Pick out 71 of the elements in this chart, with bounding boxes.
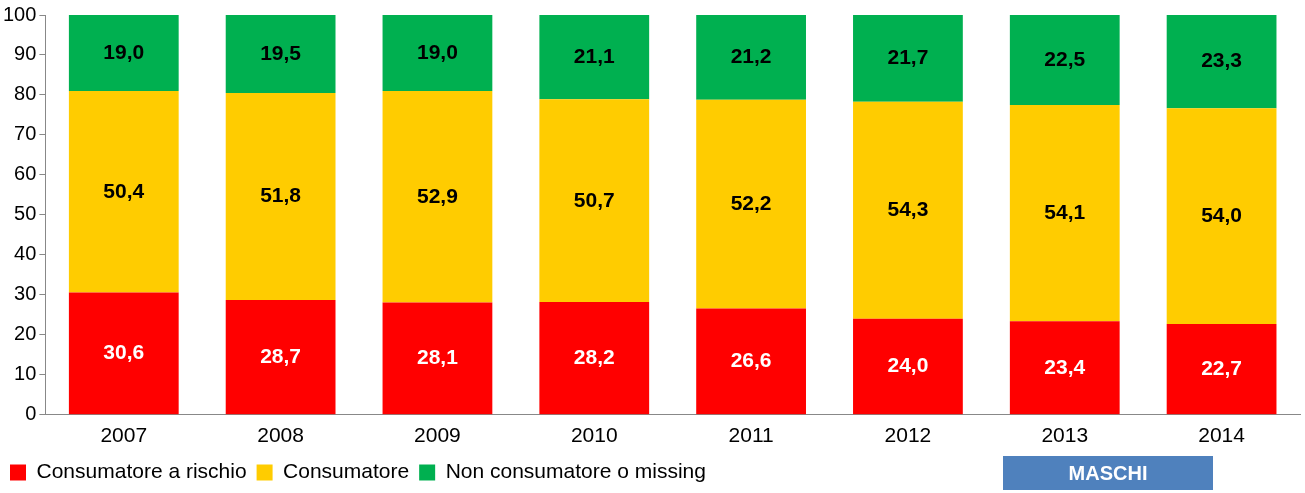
- legend-label: Non consumatore o missing: [445, 459, 706, 483]
- legend-label: Consumatore: [283, 459, 410, 483]
- bar: [382, 90, 493, 303]
- y-tick-label: 80: [14, 82, 37, 105]
- x-tick-label: 2009: [414, 423, 461, 447]
- x-tick-label: 2007: [100, 423, 148, 447]
- y-tick-label: 0: [25, 402, 37, 425]
- data-label: 23,4: [1044, 354, 1086, 378]
- bar: [1009, 104, 1120, 322]
- data-label: 50,7: [573, 187, 615, 211]
- x-tick-label: 2008: [257, 423, 304, 447]
- data-label: 54,3: [887, 197, 929, 221]
- text: MASCHI: [1003, 456, 1213, 490]
- y-tick-label: 40: [14, 242, 37, 265]
- bar: [68, 292, 179, 415]
- bar: [853, 101, 963, 319]
- x-tick-label: 2011: [728, 423, 774, 447]
- data-label: 19,0: [417, 39, 458, 63]
- bar: [539, 99, 650, 303]
- y-tick-label: 10: [14, 362, 37, 385]
- y-tick-label: 90: [14, 42, 37, 65]
- data-label: 22,5: [1044, 46, 1086, 70]
- bar: [1166, 324, 1277, 415]
- data-label: 22,7: [1201, 355, 1243, 379]
- bar: [1009, 15, 1120, 105]
- bar: [382, 15, 493, 91]
- x-tick-label: 2010: [570, 423, 618, 447]
- y-tick-label: 60: [14, 162, 37, 185]
- data-label: 21,1: [573, 43, 616, 67]
- x-tick-label: 2012: [884, 423, 932, 447]
- data-label: 51,8: [260, 183, 302, 207]
- data-label: 19,0: [103, 39, 145, 63]
- x-tick-label: 2013: [1041, 423, 1089, 447]
- y-tick-label: 50: [14, 202, 37, 225]
- bar: [853, 15, 963, 102]
- y-tick-label: 70: [14, 122, 37, 145]
- bar: [225, 92, 336, 301]
- bar: [68, 15, 179, 91]
- bar: [382, 302, 493, 415]
- data-label: 21,2: [730, 44, 772, 68]
- data-label: 52,9: [417, 183, 458, 207]
- legend-label: Consumatore a rischio: [36, 459, 247, 483]
- data-label: 30,6: [103, 340, 145, 364]
- data-label: 24,0: [887, 353, 929, 377]
- bar: [539, 302, 650, 415]
- data-label: 28,7: [260, 343, 302, 367]
- bar: [696, 308, 806, 415]
- bar: [225, 15, 336, 93]
- data-label: 26,6: [730, 348, 772, 372]
- data-label: 52,2: [730, 190, 772, 214]
- bar: [696, 15, 806, 100]
- data-label: 28,2: [573, 344, 615, 368]
- data-label: 54,1: [1044, 199, 1086, 223]
- data-label: 28,1: [417, 345, 459, 369]
- data-label: 54,0: [1201, 202, 1243, 226]
- bar: [1009, 321, 1120, 415]
- bar: [696, 99, 806, 309]
- bar: [225, 300, 336, 415]
- y-tick-label: 20: [14, 322, 37, 345]
- x-tick-label: 2014: [1198, 423, 1246, 447]
- y-tick-label: 100: [2, 2, 37, 25]
- data-label: 50,4: [103, 178, 145, 202]
- bar: [1166, 108, 1277, 325]
- data-label: 23,3: [1201, 48, 1243, 72]
- bar: [853, 318, 963, 415]
- data-label: 19,5: [260, 40, 302, 64]
- bar: [68, 90, 179, 293]
- bar: [539, 15, 650, 100]
- y-tick-label: 30: [14, 282, 37, 305]
- data-label: 21,7: [887, 45, 929, 69]
- bar: [1166, 15, 1277, 109]
